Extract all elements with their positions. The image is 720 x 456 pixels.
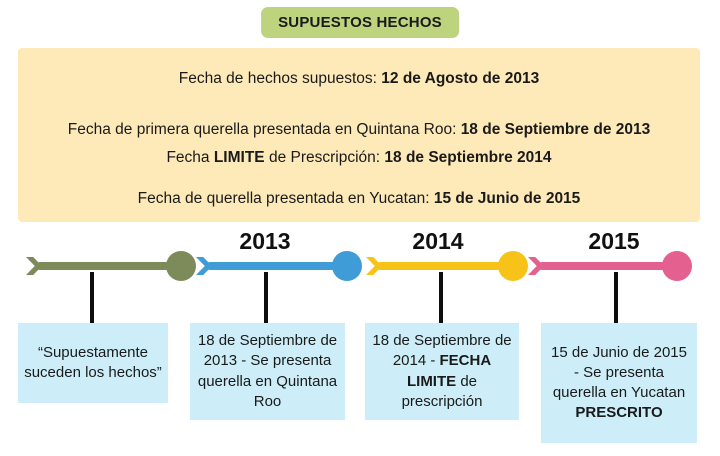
segment-end-dot	[166, 251, 196, 281]
year-label-2014: 2014	[412, 228, 464, 254]
event-text: “Supuestamente suceden los hechos”	[24, 343, 162, 381]
info-line-text: Fecha de hechos supuestos:	[178, 70, 382, 87]
connector-line-2013	[264, 272, 268, 323]
segment-bar	[540, 262, 677, 270]
info-line-limite: Fecha LIMITE de Prescripción: 18 de Sept…	[18, 148, 700, 168]
segment-bar	[208, 262, 347, 270]
info-line-text: de Prescripción:	[264, 149, 385, 167]
connector-line-hechos	[90, 272, 94, 323]
info-line-limite-word: LIMITE	[213, 149, 265, 167]
event-text: 15 de Junio de 2015 - Se presenta querel…	[551, 343, 687, 422]
info-line-querella-qroo: Fecha de primera querella presentada en …	[18, 120, 700, 140]
event-text: 18 de Septiembre de 2013 - Se presenta q…	[197, 332, 338, 410]
info-line-text: Fecha	[166, 149, 214, 167]
info-line-date: 15 de Junio de 2015	[433, 190, 581, 208]
connector-line-2015	[614, 272, 618, 323]
info-panel: Fecha de hechos supuestos: 12 de Agosto …	[18, 48, 700, 222]
event-card-hechos: “Supuestamente suceden los hechos”	[18, 323, 168, 403]
segment-bar	[38, 262, 181, 270]
info-line-querella-yucatan: Fecha de querella presentada en Yucatan:…	[18, 189, 700, 209]
segment-end-dot	[332, 251, 362, 281]
year-label-2015: 2015	[588, 228, 640, 254]
connector-line-2014	[439, 272, 443, 323]
year-label-2013: 2013	[239, 228, 291, 254]
segment-bar	[378, 262, 513, 270]
event-text: 18 de Septiembre de 2014 - FECHA LIMITE …	[372, 332, 512, 410]
event-card-querella-yucatan: 15 de Junio de 2015 - Se presenta querel…	[541, 323, 697, 443]
info-line-text: Fecha de querella presentada en Yucatan:	[137, 190, 434, 208]
segment-end-dot	[662, 251, 692, 281]
info-line-date: 18 de Septiembre 2014	[384, 149, 552, 167]
info-line-date: 12 de Agosto de 2013	[381, 70, 540, 87]
event-card-querella-qroo: 18 de Septiembre de 2013 - Se presenta q…	[190, 323, 345, 420]
segment-end-dot	[498, 251, 528, 281]
title-badge: SUPUESTOS HECHOS	[261, 7, 459, 38]
info-line-date: 18 de Septiembre de 2013	[460, 121, 651, 139]
info-line-text: Fecha de primera querella presentada en …	[67, 121, 461, 139]
info-line-hechos: Fecha de hechos supuestos: 12 de Agosto …	[18, 69, 700, 89]
event-card-fecha-limite: 18 de Septiembre de 2014 - FECHA LIMITE …	[365, 323, 519, 420]
